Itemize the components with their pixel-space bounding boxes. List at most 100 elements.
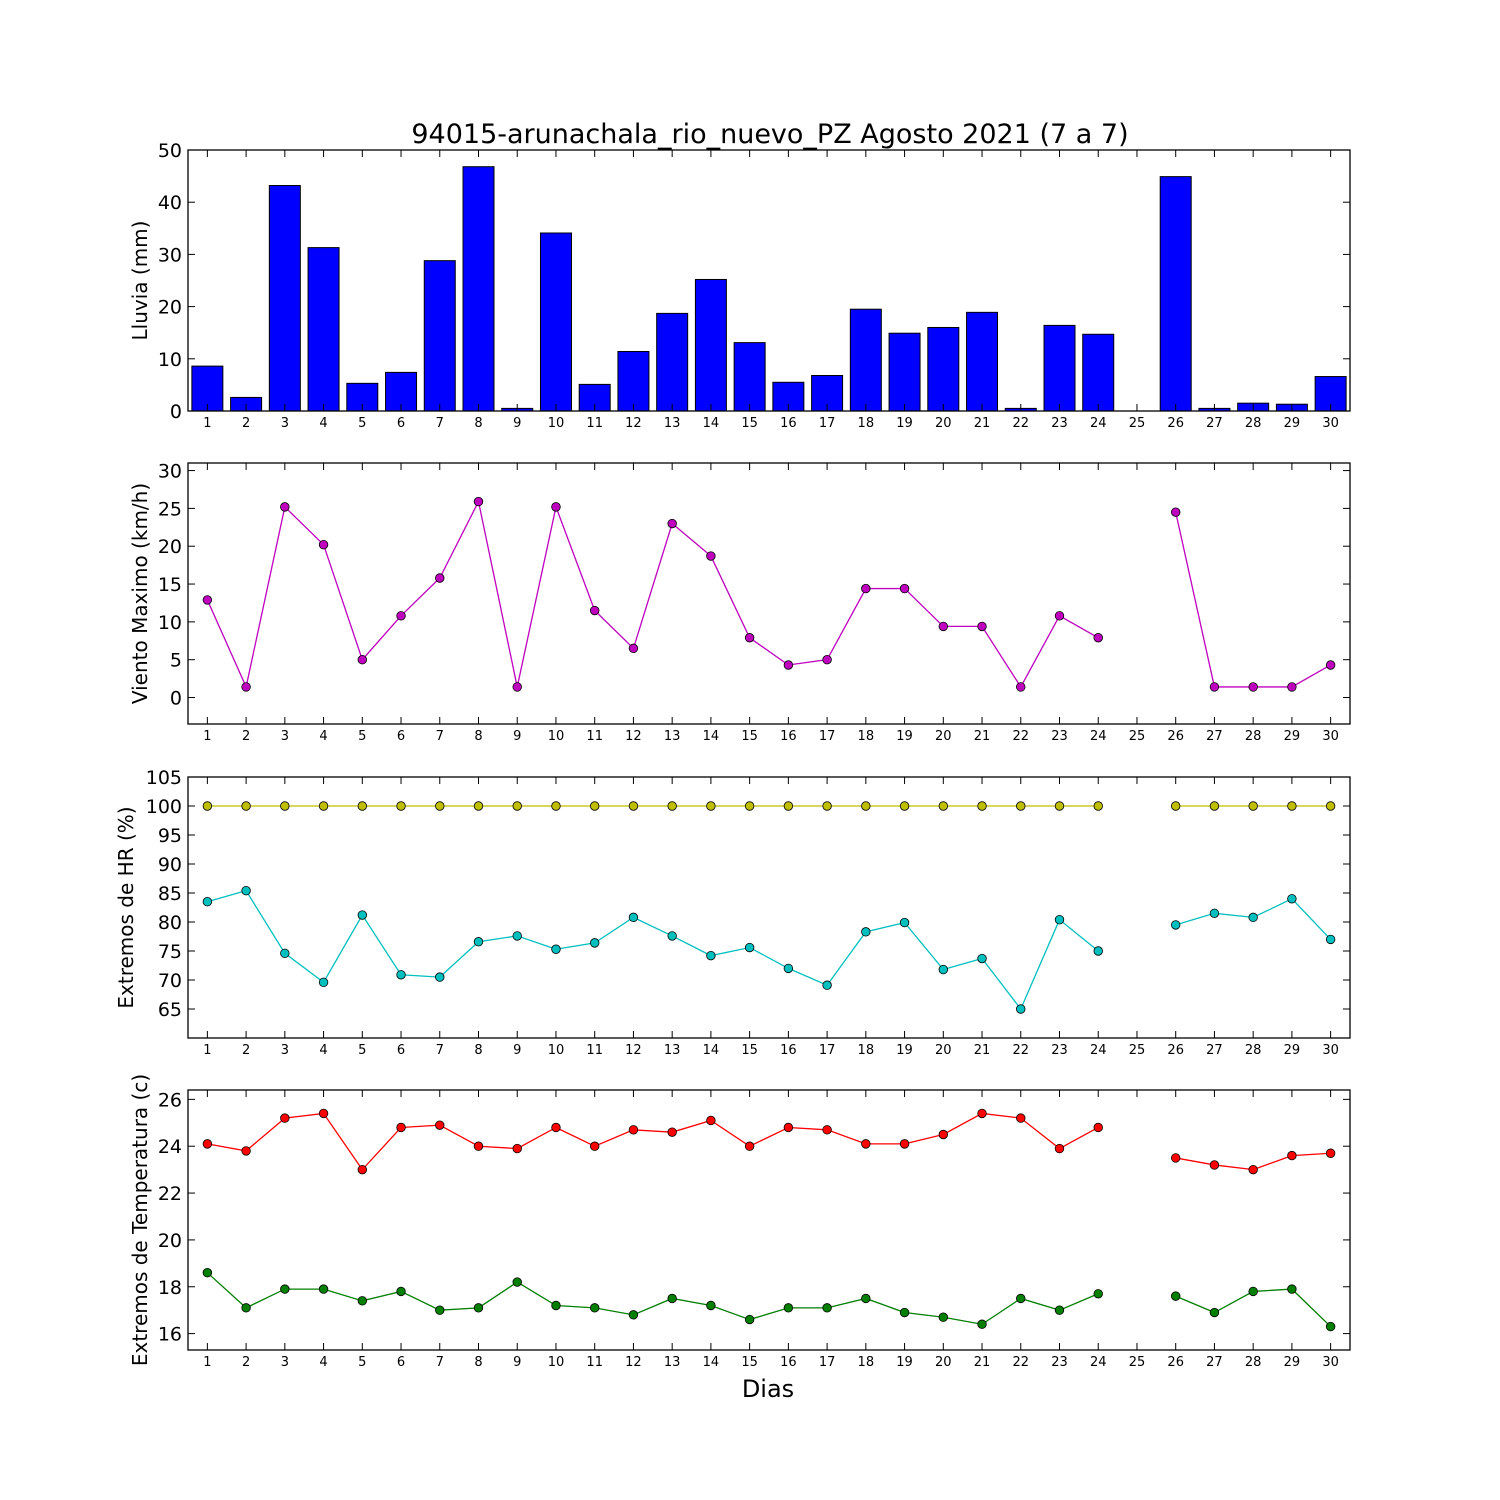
x-tick-label-day-10: 10 [548, 729, 565, 744]
x-tick-label-day-28: 28 [1245, 729, 1262, 744]
x-tick-label-day-17: 17 [819, 729, 836, 744]
x-tick-label-day-2: 2 [242, 1043, 250, 1058]
series-1-point-day-2 [241, 1303, 251, 1313]
y-tick-label: 40 [158, 192, 182, 214]
series-1-point-day-27 [1209, 1307, 1220, 1318]
x-tick-label-day-30: 30 [1322, 1355, 1339, 1370]
x-tick-label-day-10: 10 [548, 416, 565, 431]
series-0-point-day-6 [396, 611, 406, 621]
series-0-point-day-30 [1325, 801, 1336, 811]
series-0-point-day-24 [1093, 633, 1103, 643]
x-tick-label-day-22: 22 [1012, 416, 1029, 431]
bar-day-23 [1043, 324, 1076, 412]
series-1-point-day-19 [899, 1307, 910, 1318]
x-tick-label-day-17: 17 [819, 1355, 836, 1370]
series-0-point-day-30 [1325, 1148, 1336, 1158]
x-tick-label-day-3: 3 [281, 1355, 289, 1370]
series-0-point-day-18 [861, 801, 871, 811]
bar-day-21 [966, 311, 999, 412]
series-0-point-day-19 [899, 583, 910, 594]
bar-day-19 [888, 332, 921, 412]
x-tick-label-day-12: 12 [625, 1043, 642, 1058]
y-tick-label: 100 [146, 796, 182, 818]
y-tick-label: 50 [158, 140, 182, 162]
series-0-point-day-6 [396, 1122, 406, 1133]
series-0-point-day-28 [1248, 1164, 1258, 1175]
series-1-point-day-18 [861, 1293, 871, 1304]
series-1-point-day-28 [1248, 1286, 1258, 1297]
series-0-point-day-11 [590, 801, 600, 811]
y-tick-label: 20 [158, 536, 182, 558]
x-tick-label-day-6: 6 [397, 1043, 405, 1058]
x-tick-label-day-17: 17 [819, 1043, 836, 1058]
x-tick-label-day-16: 16 [780, 1043, 797, 1058]
series-1-point-day-22 [1016, 1293, 1026, 1304]
series-0-point-day-22 [1016, 801, 1026, 811]
y-tick-label: 105 [146, 767, 182, 789]
series-1-point-day-12 [628, 912, 639, 923]
series-1-point-day-12 [628, 1310, 639, 1320]
x-tick-label-day-25: 25 [1129, 1043, 1146, 1058]
x-tick-label-day-21: 21 [974, 729, 991, 744]
series-0-point-day-14 [706, 1115, 716, 1126]
series-1-point-day-24 [1093, 946, 1103, 956]
x-tick-label-day-4: 4 [319, 729, 327, 744]
series-0-point-day-17 [822, 1125, 832, 1135]
series-1-point-day-14 [706, 1300, 716, 1311]
series-0-point-day-7 [435, 801, 445, 811]
x-tick-label-day-12: 12 [625, 1355, 642, 1370]
x-tick-label-day-1: 1 [203, 1355, 211, 1370]
series-1-point-day-3 [280, 948, 290, 959]
axes-frame [187, 776, 1351, 1039]
series-1-point-day-3 [280, 1284, 290, 1294]
bar-day-24 [1082, 333, 1115, 412]
series-1-point-day-9 [512, 931, 522, 941]
series-0-point-day-16 [783, 1122, 794, 1133]
series-1-point-day-29 [1287, 894, 1297, 904]
series-1-point-day-17 [822, 980, 832, 990]
x-tick-label-day-1: 1 [203, 416, 211, 431]
series-0-point-day-2 [241, 801, 251, 811]
series-0-point-day-12 [628, 643, 639, 654]
series-0-point-day-27 [1209, 682, 1220, 692]
x-tick-label-day-5: 5 [358, 1355, 366, 1370]
series-0-point-day-20 [938, 1129, 949, 1140]
x-tick-label-day-28: 28 [1245, 1043, 1262, 1058]
x-tick-label-day-23: 23 [1051, 729, 1068, 744]
series-0-point-day-13 [667, 518, 677, 529]
series-0-point-day-13 [667, 801, 677, 811]
series-0-point-day-20 [938, 621, 949, 632]
series-1-point-day-11 [590, 1303, 600, 1313]
x-tick-label-day-5: 5 [358, 1043, 366, 1058]
series-1-point-day-28 [1248, 912, 1258, 923]
x-tick-label-day-24: 24 [1090, 1043, 1107, 1058]
y-tick-label: 75 [158, 941, 182, 963]
x-tick-label-day-19: 19 [896, 1355, 913, 1370]
series-1-point-day-29 [1287, 1284, 1297, 1294]
x-tick-label-day-7: 7 [436, 729, 444, 744]
x-tick-label-day-4: 4 [319, 1355, 327, 1370]
x-tick-label-day-24: 24 [1090, 1355, 1107, 1370]
series-1-point-day-5 [357, 910, 368, 920]
axes-frame [187, 462, 1351, 725]
x-tick-label-day-11: 11 [586, 416, 603, 431]
series-0-point-day-4 [318, 801, 329, 811]
x-tick-label-day-9: 9 [513, 416, 521, 431]
bar-day-18 [849, 308, 882, 412]
y-tick-label: 25 [158, 498, 182, 520]
series-1-point-day-16 [783, 1303, 794, 1313]
x-tick-label-day-3: 3 [281, 416, 289, 431]
series-1-point-day-13 [667, 1293, 677, 1304]
series-1-point-day-26 [1170, 1291, 1181, 1301]
y-tick-label: 10 [158, 349, 182, 371]
x-tick-label-day-27: 27 [1206, 1355, 1223, 1370]
bar-day-26 [1159, 176, 1192, 412]
y-axis-label: Extremos de HR (%) [114, 806, 138, 1008]
series-1-point-day-7 [435, 1305, 445, 1315]
x-tick-label-day-29: 29 [1284, 729, 1301, 744]
bar-day-14 [694, 278, 727, 412]
y-tick-label: 24 [158, 1136, 182, 1158]
